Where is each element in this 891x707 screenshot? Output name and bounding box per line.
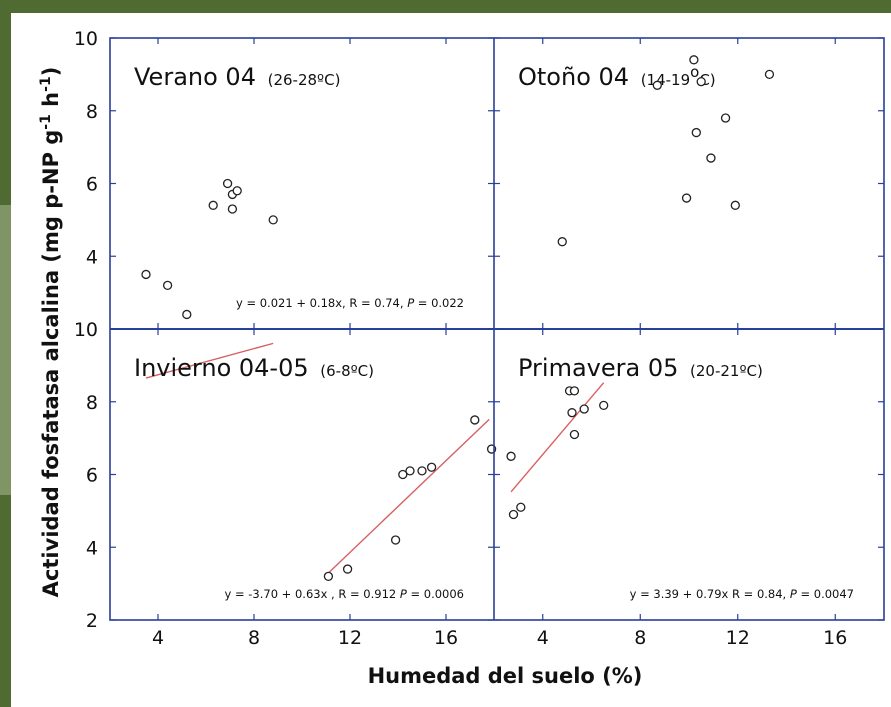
data-point-primavera-8	[599, 400, 609, 411]
data-point-otono-9	[730, 200, 740, 210]
equation-tail: = 0.0006	[407, 587, 464, 601]
equation-p-label: P	[407, 296, 414, 310]
panel-subtitle-text: (6-8ºC)	[320, 362, 374, 380]
data-point-otono-6	[720, 113, 731, 123]
data-point-invierno-1	[323, 571, 334, 581]
y-tick-label: 4	[86, 246, 98, 268]
data-point-otono-7	[706, 153, 716, 163]
panel-title-verano: Verano 04 (26-28ºC)	[134, 63, 340, 91]
data-point-invierno-2	[342, 564, 353, 574]
x-axis-title: Humedad del suelo (%)	[368, 664, 643, 688]
panel-title-invierno: Invierno 04-05 (6-8ºC)	[134, 354, 374, 382]
panel-title-primavera: Primavera 05 (20-21ºC)	[518, 354, 763, 382]
x-tick-label: 16	[434, 627, 458, 649]
panel-title-text: Verano 04	[134, 63, 264, 91]
y-tick-label: 10	[74, 28, 98, 50]
data-point-verano-7	[232, 186, 242, 196]
data-point-invierno-7	[426, 462, 437, 472]
y-axis-title: Actividad fosfatasa alcalina (mg p-NP g-…	[38, 67, 63, 598]
data-point-invierno-5	[405, 466, 415, 476]
data-point-invierno-6	[417, 466, 427, 476]
y-axis-title-sup2: -1	[38, 76, 54, 92]
panel-title-text: Primavera 05	[518, 354, 686, 382]
panel-title-text: Otoño 04	[518, 63, 637, 91]
axes-layer	[109, 37, 885, 621]
frame-border-top	[0, 0, 891, 13]
equation-lead: y = 3.39 + 0.79x R = 0.84,	[630, 587, 790, 601]
y-tick-label: 6	[86, 465, 98, 487]
fit-line-primavera	[510, 382, 605, 493]
equation-p-label: P	[790, 587, 797, 601]
panels-layer: Verano 04 (26-28ºC) y = 0.021 + 0.18x, R …	[134, 55, 854, 601]
panel-verano: Verano 04 (26-28ºC) y = 0.021 + 0.18x, R …	[134, 63, 464, 379]
frame-bottom	[11, 698, 891, 707]
data-point-primavera-3	[516, 502, 526, 512]
data-point-otono-10	[764, 69, 775, 80]
data-point-verano-5	[222, 178, 233, 189]
y-axis-title-main: Actividad fosfatasa alcalina (mg p-NP g	[39, 130, 63, 598]
equation-lead: y = -3.70 + 0.63x , R = 0.912	[225, 587, 400, 601]
data-point-verano-8	[227, 204, 238, 214]
panel-primavera: Primavera 05 (20-21ºC) y = 3.39 + 0.79x R…	[506, 354, 854, 601]
equation-invierno: y = -3.70 + 0.63x , R = 0.912 P = 0.0006	[225, 587, 464, 601]
data-point-verano-9	[268, 215, 278, 225]
data-point-primavera-1	[506, 451, 516, 461]
data-point-verano-1	[141, 269, 151, 280]
fit-line-verano	[145, 342, 274, 379]
equation-tail: = 0.022	[414, 296, 464, 310]
panel-subtitle-text: (20-21ºC)	[690, 362, 763, 380]
x-tick-label: 8	[248, 627, 260, 649]
panel-invierno: Invierno 04-05 (6-8ºC) y = -3.70 + 0.63x …	[134, 354, 497, 601]
fit-line-invierno	[327, 418, 490, 574]
x-tick-label: 8	[634, 627, 646, 649]
panel-subtitle-text: (26-28ºC)	[268, 71, 341, 89]
equation-tail: = 0.0047	[797, 587, 854, 601]
y-axis-title-sup1: -1	[38, 114, 54, 130]
panel-title-text: Invierno 04-05	[134, 354, 316, 382]
y-tick-label: 6	[86, 174, 98, 196]
y-tick-label: 8	[86, 392, 98, 414]
x-tick-label: 12	[726, 627, 750, 649]
panel-otono: Otoño 04 (14-19oC)	[518, 55, 775, 247]
y-axis-title-end: )	[39, 67, 63, 77]
data-point-invierno-3	[390, 535, 401, 545]
y-tick-label: 2	[86, 610, 98, 632]
data-point-primavera-5	[569, 386, 580, 396]
panel-subtitle-sup: o	[690, 63, 699, 81]
x-tick-label: 12	[338, 627, 362, 649]
data-point-invierno-8	[470, 415, 480, 425]
data-point-otono-8	[681, 193, 692, 203]
y-tick-label: 8	[86, 101, 98, 123]
data-point-otono-2	[652, 80, 662, 90]
data-point-otono-1	[557, 237, 567, 247]
x-tick-label: 4	[152, 627, 164, 649]
data-point-invierno-4	[398, 469, 408, 480]
panel-subtitle-text: (14-19	[641, 71, 690, 89]
data-point-otono-5	[691, 127, 701, 138]
x-tick-label: 4	[537, 627, 549, 649]
y-tick-label: 4	[86, 537, 98, 559]
data-point-otono-3	[689, 55, 699, 65]
equation-lead: y = 0.021 + 0.18x, R = 0.74,	[236, 296, 407, 310]
x-tick-label: 16	[823, 627, 847, 649]
panel-title-otono: Otoño 04 (14-19oC)	[518, 63, 716, 91]
data-point-primavera-6	[567, 408, 577, 418]
equation-primavera: y = 3.39 + 0.79x R = 0.84, P = 0.0047	[630, 587, 854, 601]
frame-border-left-highlight	[0, 205, 11, 495]
tick-labels: 4 6 8 10 2 4 6 8 10 4 8 12 16 4 8 12 16	[74, 28, 848, 649]
y-axis-title-mid: h	[39, 92, 63, 114]
data-point-otono-4	[696, 77, 706, 87]
equation-p-label: P	[400, 587, 407, 601]
equation-verano: y = 0.021 + 0.18x, R = 0.74, P = 0.022	[236, 296, 464, 310]
data-point-primavera-2	[508, 509, 519, 520]
data-point-verano-4	[208, 200, 218, 210]
data-point-primavera-9	[569, 429, 580, 440]
data-point-verano-3	[182, 309, 192, 320]
data-point-primavera-7	[579, 404, 589, 414]
y-tick-label: 10	[74, 319, 98, 341]
data-point-verano-2	[162, 280, 173, 291]
